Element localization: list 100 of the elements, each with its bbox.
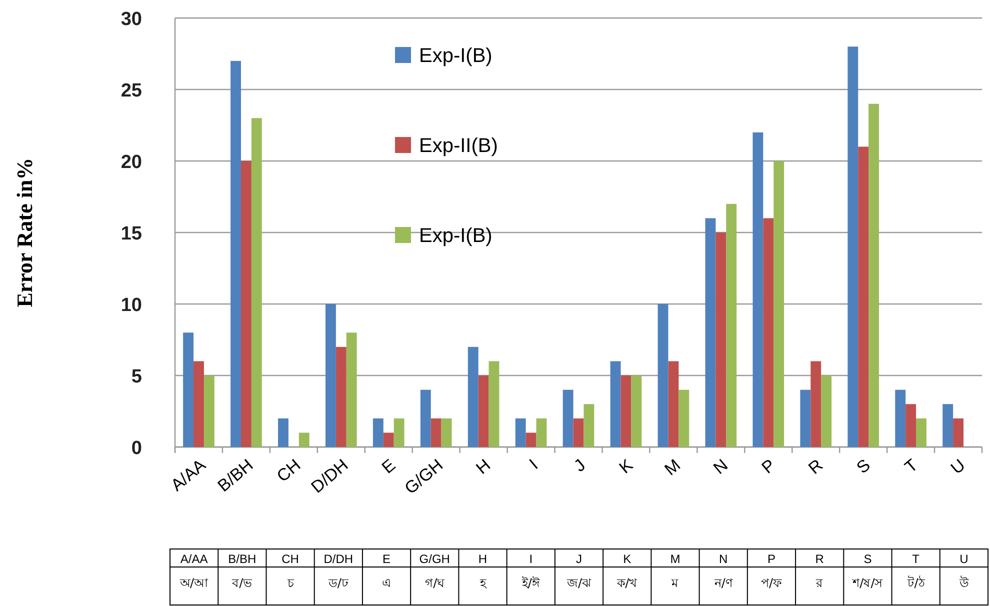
text: র [815,576,824,590]
bar [372,418,384,447]
bar [668,361,679,447]
legend-label: Exp-II(B) [419,135,498,157]
y-tick-label: 25 [120,80,142,102]
bar [468,346,478,447]
category-label: J [576,552,582,566]
bar [240,161,252,447]
bar [536,418,547,447]
y-tick-label: 5 [131,366,142,388]
text: ই/ঈ [520,576,540,590]
bar [906,404,916,447]
bar [763,218,774,447]
bar [916,418,926,447]
category-label: M [670,552,680,566]
legend-label: Exp-I(B) [419,45,492,67]
category-label: A/AA [180,552,208,566]
x-tick-label: K [616,455,638,478]
x-tick-label: N [710,456,732,478]
category-label: N [719,552,728,566]
x-tick-label: E [378,456,400,478]
category-label: B/BH [228,552,256,566]
y-tick-label: 10 [120,295,142,316]
category-label: I [529,552,533,566]
bar [726,204,737,447]
bar [705,218,716,447]
bar [251,118,262,447]
legend-label: Exp-I(B) [419,225,492,247]
bar [610,361,621,447]
bar [194,361,204,447]
category-label: G/GH [419,552,450,566]
category-label: R [815,552,824,566]
bar [230,60,241,447]
text: হ [478,576,487,590]
x-tick-label: J [570,456,590,476]
bar [562,390,574,447]
category-label: K [623,552,632,566]
bar [678,390,690,447]
bar [821,376,832,447]
y-tick-label: 0 [131,438,142,459]
bar [478,376,489,447]
bar [336,346,346,447]
bar [800,390,811,447]
x-tick-label: CH [273,456,304,486]
bar [774,161,784,447]
bar [383,432,394,447]
category-label: D/DH [324,552,354,566]
text: চ [286,576,294,590]
bar [895,390,906,447]
x-tick-label: U [947,456,969,478]
x-tick-label: P [758,456,779,478]
y-tick-label: 30 [120,9,142,30]
text: জ/ঝ [566,576,592,590]
bar [620,376,632,447]
text: ড/ঢ [327,576,348,590]
bar [848,46,858,447]
bar [858,146,869,447]
category-label: CH [282,552,299,566]
bar [752,132,764,447]
bar [515,418,526,447]
bar [942,404,954,447]
bar [526,432,536,447]
bar [810,361,822,447]
text: ট/ঠ [906,576,926,590]
x-tick-label: H [472,456,494,478]
category-label: U [960,552,968,566]
bar [868,104,879,447]
text: শ/ষ/স [852,576,884,590]
bar [394,418,404,447]
bar [631,376,642,447]
bar [441,418,452,447]
text: ব/ভ [231,576,254,590]
bar [573,418,584,447]
text: অ/আ [179,576,210,590]
bar [204,376,214,447]
bar [420,390,431,447]
bar [298,432,310,447]
y-tick-label: 15 [120,224,142,244]
text: উ [958,576,970,590]
bar [658,304,668,447]
bar [953,418,964,447]
bar [183,332,194,447]
x-tick-label: R [804,456,826,478]
bar [278,418,288,447]
bar [430,418,442,447]
bar [584,404,594,447]
x-tick-label: S [852,456,874,478]
bar [488,361,500,447]
text: গ/ঘ [425,576,446,590]
category-label: P [767,552,776,566]
category-label: H [478,552,488,566]
text: ক/খ [616,576,638,590]
text: প/ফ [760,576,782,590]
text: ন/ণ [713,576,734,590]
text: এ [382,576,392,590]
y-axis-title: Error Rate in% [12,158,37,308]
bar [325,304,336,447]
text: ম [670,576,679,590]
category-label: E [382,552,391,566]
bar [346,332,357,447]
